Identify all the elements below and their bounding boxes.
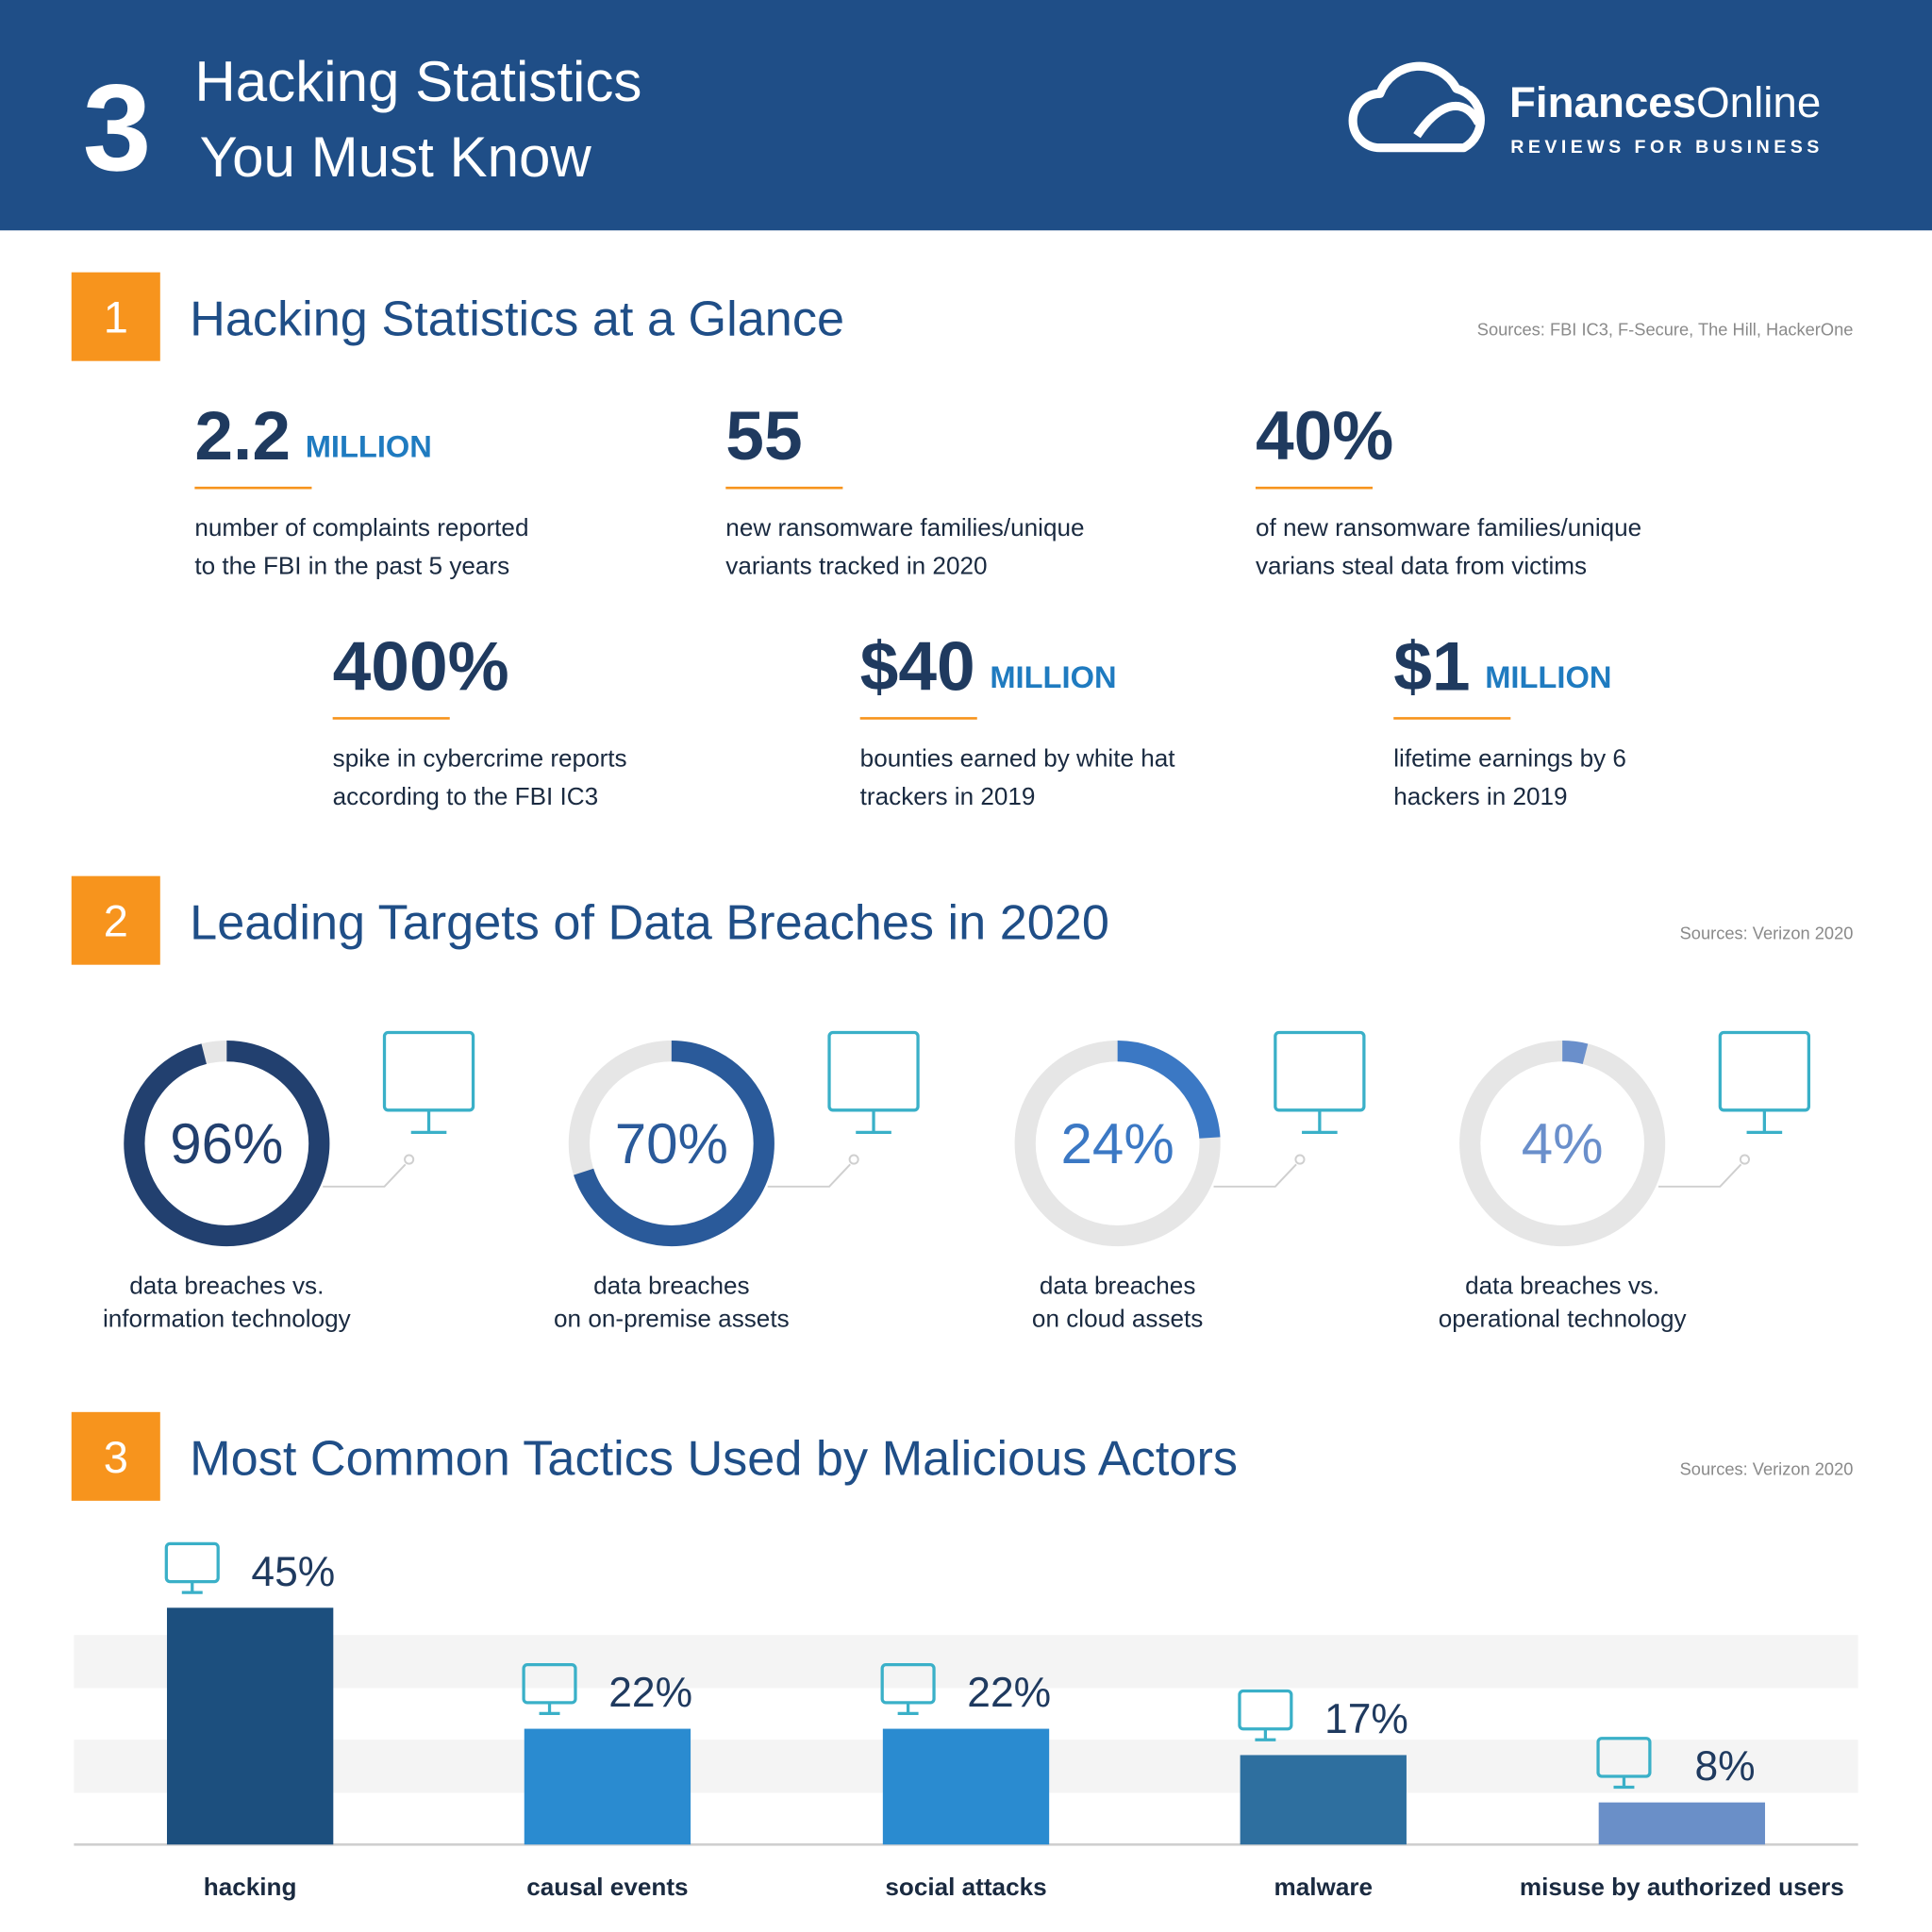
- bar-value-label: 22%: [608, 1670, 692, 1716]
- donut-category: operational technology: [1439, 1305, 1687, 1333]
- leader-dot: [848, 1154, 859, 1165]
- leader-dot: [1739, 1154, 1751, 1165]
- donut-arc: [1014, 1041, 1221, 1247]
- leader-dot: [404, 1154, 415, 1165]
- donut-arc: [568, 1041, 774, 1247]
- bar-category: social attacks: [885, 1873, 1046, 1901]
- stat-figure: 2.2: [194, 398, 291, 475]
- icon: [382, 1030, 475, 1134]
- bar-value-label: 8%: [1694, 1743, 1755, 1790]
- stat-text: varians steal data from victims: [1256, 552, 1587, 580]
- donut-category: data breaches vs.: [129, 1271, 324, 1299]
- brand-logo: [1348, 61, 1485, 153]
- icon: [1596, 1737, 1652, 1790]
- bar-category: malware: [1274, 1873, 1374, 1901]
- icon: [1238, 1689, 1293, 1741]
- stat-text: variants tracked in 2020: [725, 552, 987, 580]
- bar: [1598, 1802, 1766, 1845]
- leader-line: [767, 1163, 851, 1188]
- donut-arc: [1459, 1041, 1666, 1247]
- stat-figure: 400%: [333, 628, 509, 705]
- stat-text: number of complaints reported: [194, 513, 528, 541]
- icon-screen: [1274, 1030, 1366, 1112]
- donut-category: on cloud assets: [1032, 1305, 1203, 1333]
- band: [74, 1635, 1858, 1689]
- stat-figure: 55: [725, 398, 802, 475]
- bar-value-label: 17%: [1324, 1696, 1408, 1742]
- section-source: Sources: Verizon 2020: [1680, 923, 1854, 942]
- header-title: You Must Know: [200, 125, 592, 189]
- stat-text: of new ransomware families/unique: [1256, 513, 1641, 541]
- stat-figure: $40: [860, 628, 975, 705]
- bar-value-label: 22%: [967, 1670, 1051, 1716]
- icon-screen: [1718, 1030, 1811, 1112]
- icon: [827, 1030, 920, 1134]
- section-number: 2: [104, 896, 128, 946]
- bar: [166, 1607, 334, 1845]
- stat-figure: 40%: [1256, 398, 1393, 475]
- bar: [882, 1728, 1050, 1845]
- stat-text: hackers in 2019: [1393, 782, 1567, 810]
- icon-screen: [827, 1030, 920, 1112]
- donut-category: data breaches: [593, 1271, 749, 1299]
- icon-screen: [1238, 1689, 1293, 1731]
- section-title: Leading Targets of Data Breaches in 2020: [190, 895, 1109, 950]
- icon: [1274, 1030, 1366, 1134]
- donut-label: 96%: [170, 1112, 283, 1175]
- section-source: Sources: Verizon 2020: [1680, 1458, 1854, 1478]
- header-title: Hacking Statistics: [194, 50, 641, 113]
- brand-name: FinancesOnline: [1509, 78, 1821, 126]
- brand-tagline: REVIEWS FOR BUSINESS: [1510, 137, 1823, 158]
- leader-dot: [1294, 1154, 1306, 1165]
- icon: [1718, 1030, 1811, 1134]
- brand-bold: Finances: [1509, 78, 1696, 126]
- donut-category: data breaches vs.: [1465, 1271, 1659, 1299]
- section-title: Hacking Statistics at a Glance: [190, 291, 844, 346]
- stat-unit: MILLION: [1485, 659, 1611, 694]
- section-number: 1: [104, 292, 128, 342]
- donut-label: 24%: [1061, 1112, 1174, 1175]
- section-title: Most Common Tactics Used by Malicious Ac…: [190, 1431, 1238, 1486]
- bar: [524, 1728, 691, 1845]
- icon: [522, 1663, 577, 1716]
- donut-category: on on-premise assets: [554, 1305, 790, 1333]
- bar: [1240, 1755, 1407, 1845]
- stat-text: according to the FBI IC3: [333, 782, 599, 810]
- bar-value-label: 45%: [251, 1549, 335, 1595]
- stat-text: lifetime earnings by 6: [1393, 743, 1626, 772]
- donut-arc: [124, 1041, 330, 1247]
- stat-figure: $1: [1393, 628, 1470, 705]
- bar-category: hacking: [204, 1873, 297, 1901]
- stat-text: new ransomware families/unique: [725, 513, 1084, 541]
- brand-light: Online: [1696, 78, 1821, 126]
- stat-text: bounties earned by white hat: [860, 743, 1176, 772]
- icon-screen: [382, 1030, 475, 1112]
- leader-line: [1213, 1163, 1297, 1188]
- stat-unit: MILLION: [306, 429, 432, 464]
- donut-label: 70%: [615, 1112, 728, 1175]
- section-number: 3: [104, 1432, 128, 1482]
- donut-category: data breaches: [1040, 1271, 1195, 1299]
- section-badge: [71, 875, 160, 965]
- icon: [164, 1541, 220, 1594]
- stat-unit: MILLION: [990, 659, 1116, 694]
- section-source: Sources: FBI IC3, F-Secure, The Hill, Ha…: [1477, 319, 1854, 339]
- header-number: 3: [83, 58, 152, 196]
- section-badge: [71, 1411, 160, 1501]
- bar-category: misuse by authorized users: [1520, 1873, 1844, 1901]
- bar-category: causal events: [526, 1873, 688, 1901]
- icon: [880, 1663, 936, 1716]
- stat-text: spike in cybercrime reports: [333, 743, 627, 772]
- leader-line: [1658, 1163, 1742, 1188]
- section-badge: [71, 272, 160, 361]
- stat-text: to the FBI in the past 5 years: [194, 552, 509, 580]
- leader-line: [323, 1163, 407, 1188]
- donut-label: 4%: [1522, 1112, 1604, 1175]
- icon-screen: [164, 1541, 220, 1584]
- header-bg: [0, 0, 1932, 231]
- donut-category: information technology: [103, 1305, 351, 1333]
- stat-text: trackers in 2019: [860, 782, 1036, 810]
